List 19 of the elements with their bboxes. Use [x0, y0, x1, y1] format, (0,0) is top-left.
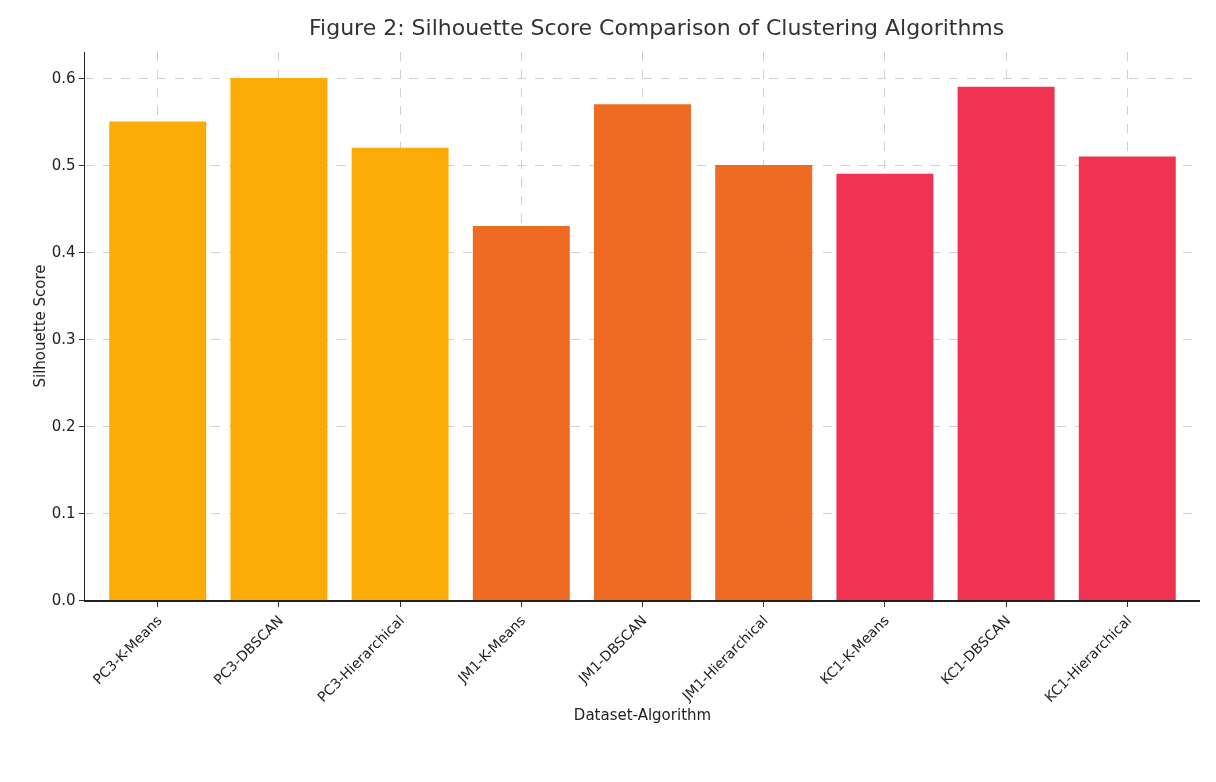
bar — [109, 121, 207, 600]
bar — [957, 86, 1055, 600]
y-axis-title: Silhouette Score — [30, 264, 49, 388]
y-tick-label: 0.6 — [51, 69, 76, 88]
bar — [1078, 156, 1176, 600]
y-tick-label: 0.4 — [51, 243, 76, 262]
y-tick-label: 0.3 — [51, 330, 76, 349]
bar — [836, 173, 934, 600]
bar — [594, 104, 691, 600]
bar — [230, 78, 328, 600]
bar — [715, 165, 813, 600]
y-tick-label: 0.2 — [51, 417, 76, 436]
y-tick-label: 0.0 — [51, 591, 76, 610]
bar — [472, 225, 570, 600]
bar — [351, 147, 449, 600]
chart-title: Figure 2: Silhouette Score Comparison of Clustering Algorithms — [309, 14, 1005, 40]
y-tick-label: 0.1 — [51, 504, 76, 523]
y-tick-label: 0.5 — [51, 156, 76, 175]
x-axis-title: Dataset-Algorithm — [573, 706, 712, 725]
